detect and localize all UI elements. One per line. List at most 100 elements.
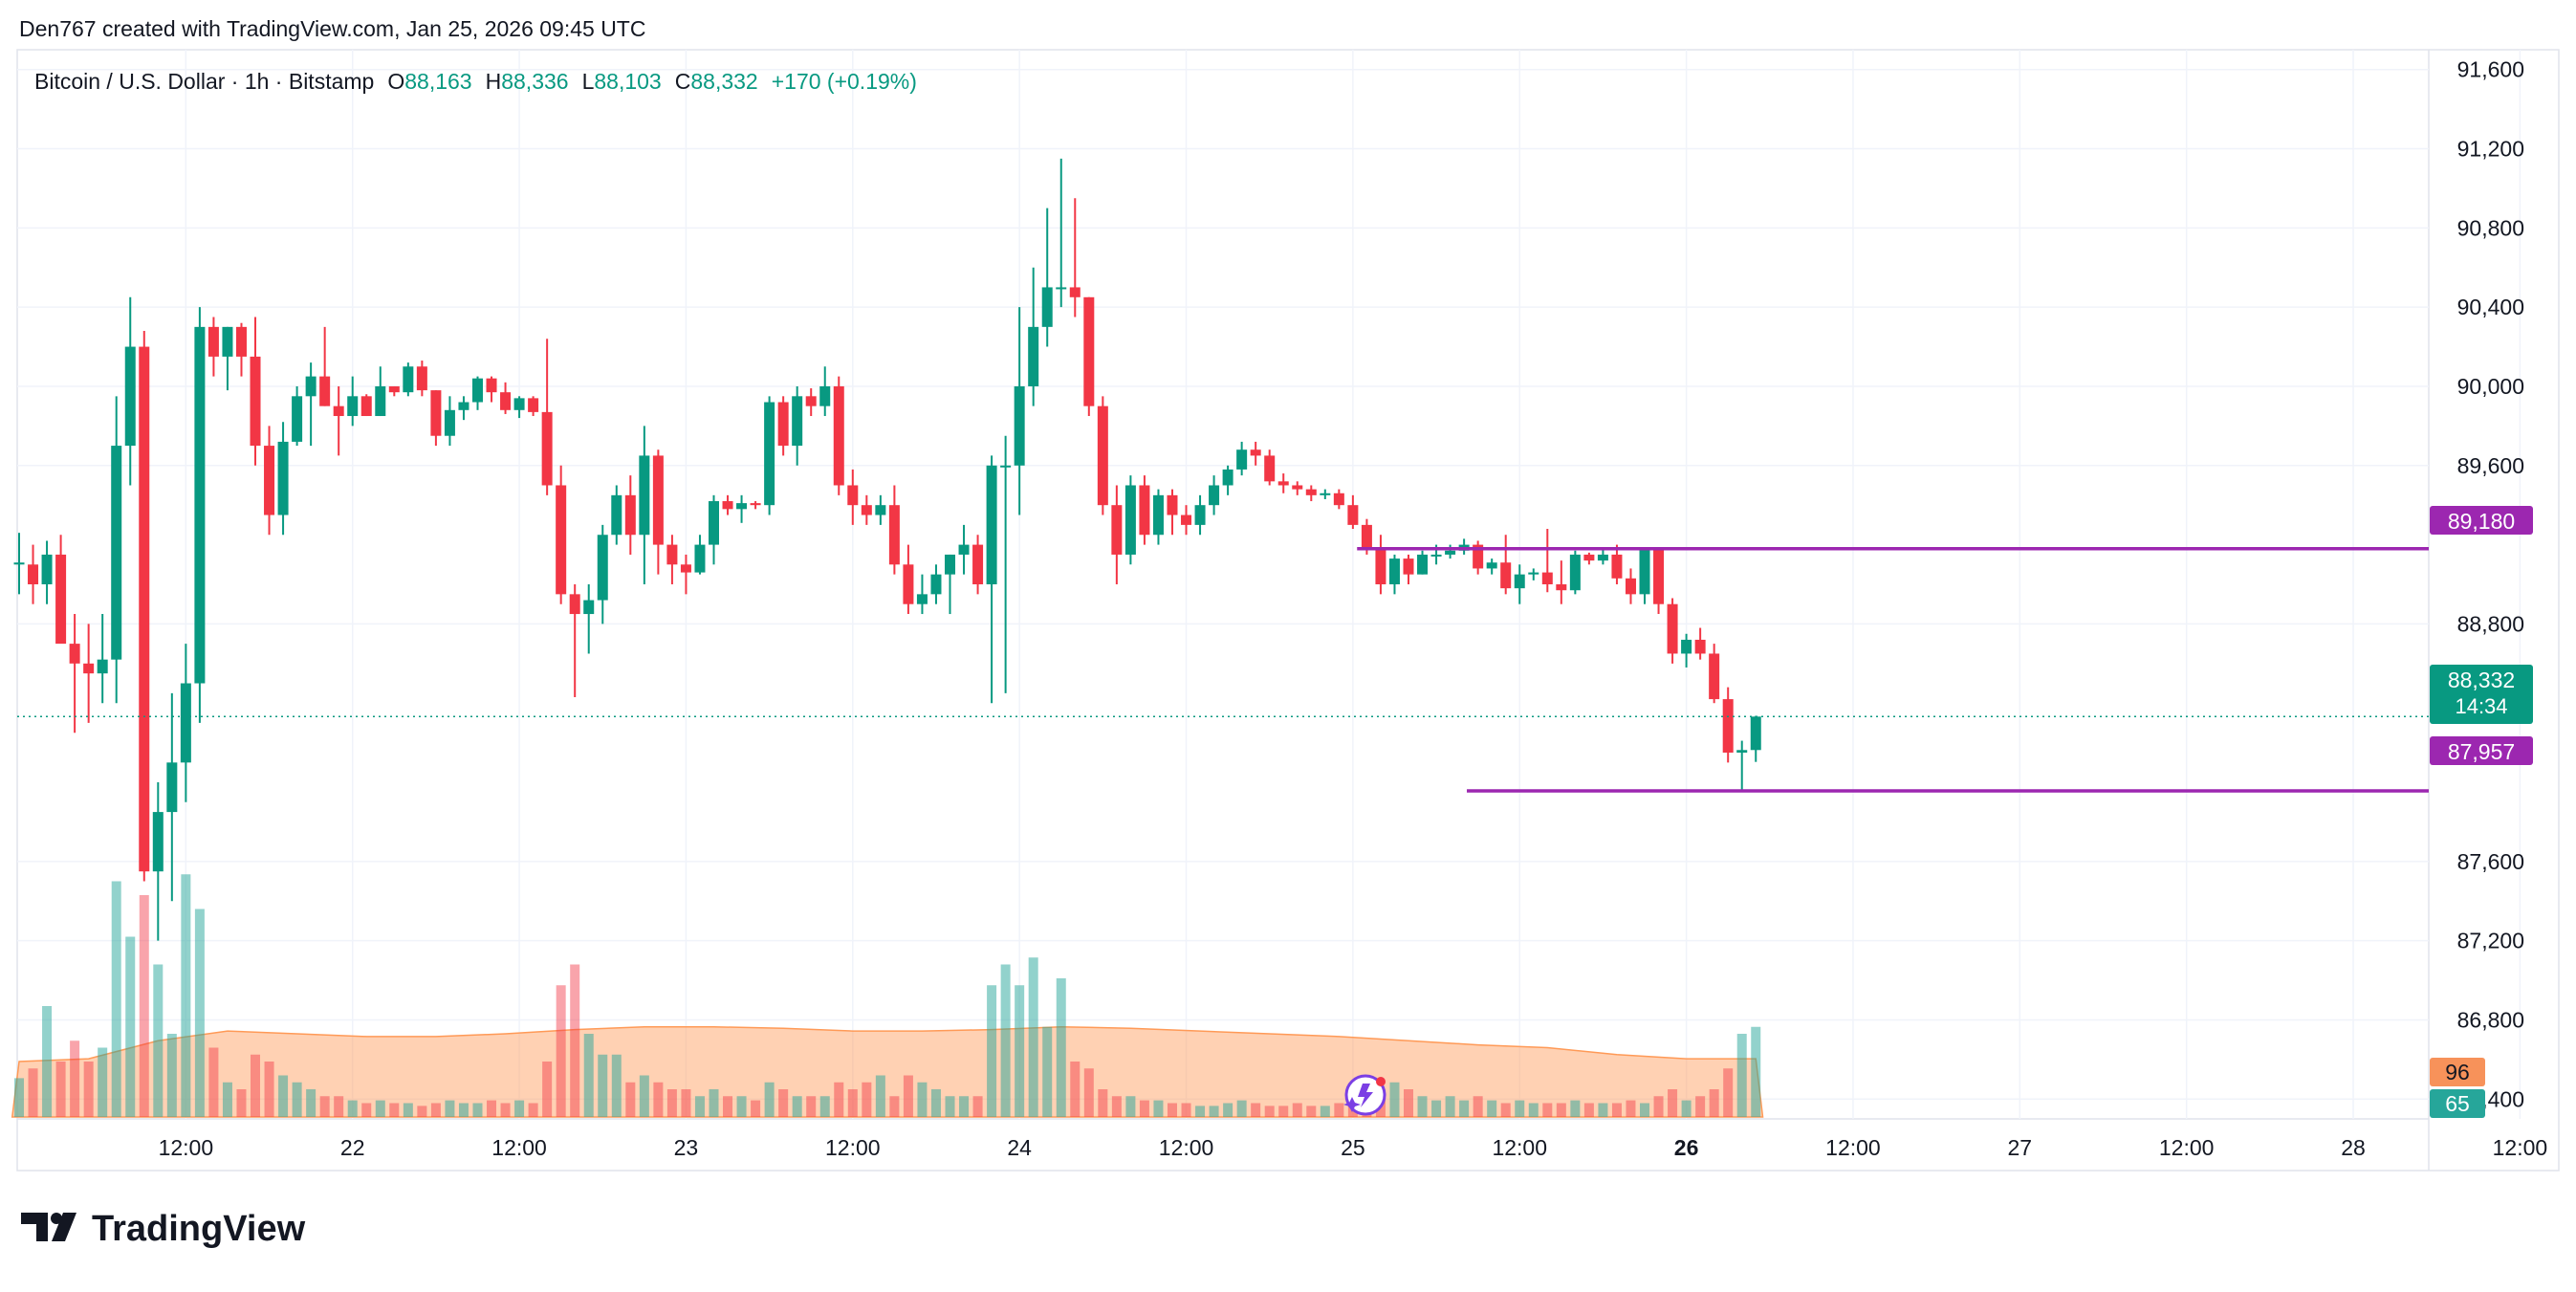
candle [709, 494, 719, 565]
last-price-badge: 88,332 14:34 [2430, 665, 2533, 724]
candle-body [111, 446, 122, 660]
candle [166, 692, 178, 902]
candle-body [1388, 558, 1400, 584]
price-tick-label: 86,800 [2457, 1007, 2524, 1032]
tradingview-logo[interactable]: TradingView [21, 1209, 306, 1249]
volume-bar [1445, 1096, 1455, 1117]
volume-bar [319, 1096, 330, 1117]
level-low-label: 87,957 [2448, 739, 2515, 764]
volume-bar [972, 1096, 983, 1117]
volume-bar [1153, 1100, 1164, 1117]
volume-bar [98, 1047, 108, 1117]
volume-bar [847, 1089, 858, 1117]
time-tick-label: 28 [2341, 1135, 2366, 1160]
time-tick-label: 12:00 [1492, 1135, 1547, 1160]
candle-body [305, 376, 317, 397]
candle [333, 385, 344, 456]
time-tick-label: 12:00 [2493, 1135, 2548, 1160]
candle-body [847, 485, 859, 506]
candle-body [1514, 574, 1525, 589]
candle [1722, 687, 1734, 763]
volume-ma-area [11, 1025, 1764, 1118]
candle-body [360, 396, 372, 417]
volume-bar [1417, 1096, 1428, 1117]
candle-body [1361, 524, 1372, 549]
volume-bar [14, 1078, 24, 1117]
candle [1277, 473, 1289, 493]
volume-bar [959, 1096, 970, 1117]
candle [1403, 554, 1414, 584]
overlays [17, 546, 2429, 793]
candle-body [1597, 554, 1608, 561]
volume-bar [653, 1082, 664, 1117]
candle [666, 535, 678, 584]
candle [1500, 535, 1512, 595]
candle [13, 533, 25, 595]
volume-bar [1556, 1103, 1566, 1117]
candle-body [222, 326, 233, 357]
candle [597, 524, 608, 624]
candle-body [777, 402, 789, 447]
candle-body [152, 812, 164, 872]
volume-bar [666, 1089, 677, 1117]
candle-body [1500, 562, 1512, 589]
candle [1388, 554, 1400, 595]
candle-body [500, 392, 512, 410]
volume-bar [1459, 1100, 1470, 1117]
candle-body [97, 659, 108, 674]
volume-bar [1320, 1106, 1330, 1117]
candle [945, 554, 956, 615]
volume-last-badge: 65 [2430, 1089, 2485, 1118]
volume-bar [375, 1100, 385, 1117]
candle [1709, 644, 1720, 704]
volume-bar [639, 1075, 649, 1117]
time-axis[interactable]: 12:00 22 12:00 23 12:00 24 12:00 25 12:00 26 12:00… [159, 1135, 2548, 1160]
price-tick-label: 87,200 [2457, 929, 2524, 953]
candle-body [722, 501, 733, 510]
candle-body [1167, 494, 1178, 515]
volume-bar [236, 1089, 247, 1117]
candle-body [207, 326, 219, 357]
volume-bar [334, 1096, 344, 1117]
candle-body [1181, 515, 1192, 525]
candle [264, 426, 275, 536]
volume-bar [930, 1089, 941, 1117]
volume-bars [11, 874, 1764, 1118]
volume-bar [166, 1034, 177, 1117]
volume-bar [792, 1096, 802, 1117]
grid [17, 50, 2521, 1119]
volume-bar [1056, 978, 1066, 1117]
volume-bar [1626, 1100, 1636, 1117]
candle-body [1111, 505, 1123, 555]
volume-bar [1042, 1026, 1053, 1117]
candle [124, 296, 136, 486]
sparkle-icon[interactable] [1343, 1074, 1386, 1116]
candle [486, 376, 497, 403]
candle-body [1611, 554, 1623, 579]
candle [1569, 550, 1581, 595]
candle-body [486, 378, 497, 393]
volume-bar [1668, 1089, 1678, 1117]
candle-body [333, 405, 344, 417]
candle-body [833, 385, 844, 486]
price-axis[interactable]: 91,600 91,200 90,800 90,400 90,000 89,600 88,8… [2457, 57, 2524, 1112]
candle [1250, 441, 1261, 466]
candle-body [1736, 750, 1748, 753]
candle [139, 330, 150, 882]
volume-bar [1709, 1089, 1719, 1117]
time-tick-label: 22 [340, 1135, 365, 1160]
candle-body [375, 385, 386, 417]
candle [360, 394, 372, 417]
candle-body [180, 683, 191, 763]
volume-bar [1083, 1068, 1094, 1117]
volume-bar [1736, 1034, 1747, 1117]
volume-bar [458, 1103, 469, 1117]
symbol-legend[interactable]: Bitcoin / U.S. Dollar · 1h · Bitstamp O88… [34, 69, 917, 94]
volume-bar [1431, 1100, 1442, 1117]
volume-bar [1695, 1096, 1706, 1117]
candle-body [1569, 554, 1581, 591]
candle-body [1069, 287, 1081, 297]
high-label: H [486, 69, 502, 94]
volume-bar [181, 874, 191, 1117]
